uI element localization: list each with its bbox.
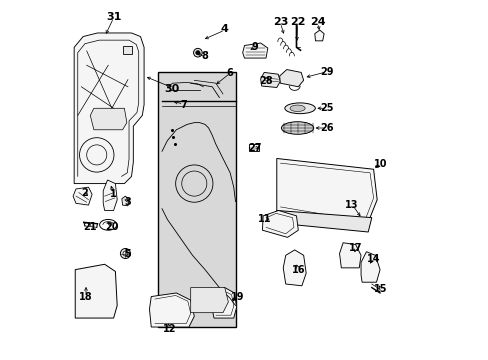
Text: 27: 27 [248, 143, 262, 153]
Bar [158, 72, 235, 327]
Text: 19: 19 [230, 292, 244, 302]
Polygon shape [360, 252, 379, 282]
Text: 29: 29 [320, 67, 333, 77]
Text: 4: 4 [221, 24, 228, 35]
Text: 2: 2 [81, 188, 88, 198]
Text: 12: 12 [162, 324, 176, 334]
Text: 23: 23 [272, 17, 287, 27]
Ellipse shape [289, 105, 305, 112]
Circle shape [120, 248, 130, 258]
Text: 31: 31 [106, 12, 121, 22]
Text: 6: 6 [226, 68, 233, 78]
Text: 17: 17 [348, 243, 362, 253]
Circle shape [122, 251, 128, 256]
Polygon shape [262, 211, 298, 237]
Polygon shape [75, 264, 117, 318]
Ellipse shape [281, 122, 313, 134]
Text: 10: 10 [373, 159, 386, 169]
Text: 8: 8 [201, 51, 208, 61]
Polygon shape [190, 288, 228, 313]
Polygon shape [276, 158, 376, 226]
Text: 15: 15 [373, 284, 386, 294]
Text: 13: 13 [345, 200, 358, 210]
Text: 25: 25 [320, 103, 333, 113]
Circle shape [195, 50, 200, 55]
Text: 1: 1 [110, 189, 117, 199]
Text: 22: 22 [289, 17, 305, 27]
Polygon shape [74, 33, 144, 184]
Text: 18: 18 [79, 292, 93, 302]
Text: 9: 9 [251, 42, 258, 52]
Bar [249, 144, 259, 151]
Polygon shape [339, 243, 360, 268]
Polygon shape [276, 211, 371, 232]
Text: 5: 5 [124, 248, 131, 258]
Text: 7: 7 [180, 100, 186, 110]
Ellipse shape [285, 103, 315, 114]
Polygon shape [103, 180, 117, 211]
Polygon shape [279, 69, 303, 87]
Polygon shape [149, 293, 194, 327]
Text: 11: 11 [257, 215, 270, 224]
Polygon shape [90, 108, 126, 130]
Text: 16: 16 [291, 265, 305, 275]
Polygon shape [283, 250, 305, 286]
Polygon shape [242, 43, 267, 58]
Text: 3: 3 [124, 197, 131, 207]
Polygon shape [260, 72, 280, 87]
Text: 26: 26 [320, 123, 333, 133]
Text: 21: 21 [82, 222, 96, 231]
Text: 20: 20 [105, 222, 118, 231]
Text: 30: 30 [164, 84, 179, 94]
Circle shape [193, 48, 202, 57]
Polygon shape [73, 187, 92, 205]
Text: 24: 24 [309, 17, 325, 27]
Text: 28: 28 [259, 76, 272, 86]
Polygon shape [211, 288, 236, 318]
Text: 14: 14 [366, 254, 380, 264]
Polygon shape [314, 30, 324, 41]
Polygon shape [122, 196, 129, 206]
FancyBboxPatch shape [123, 45, 132, 54]
